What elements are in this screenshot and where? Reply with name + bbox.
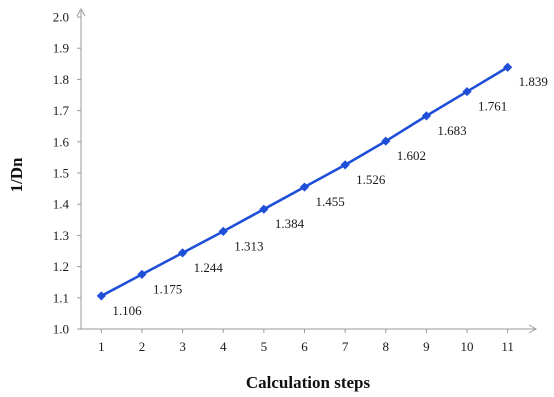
x-tick-label: 11 xyxy=(501,339,514,354)
data-labels: 1.106 1.175 1.244 1.313 1.384 1.455 1.526 1.602… xyxy=(112,74,548,318)
x-tick-label: 2 xyxy=(139,339,146,354)
y-tick-label: 1.0 xyxy=(53,322,69,337)
data-label: 1.384 xyxy=(275,216,305,231)
x-axis-ticks: 1 2 3 4 5 6 7 8 9 10 11 xyxy=(98,329,514,354)
data-point-marker xyxy=(381,136,391,146)
data-label: 1.602 xyxy=(397,148,426,163)
data-point-marker xyxy=(340,160,350,170)
data-point-marker xyxy=(503,62,513,72)
data-point-marker xyxy=(137,269,147,279)
data-label: 1.313 xyxy=(234,238,263,253)
data-label: 1.839 xyxy=(519,74,548,89)
data-label: 1.683 xyxy=(437,123,466,138)
x-tick-label: 1 xyxy=(98,339,105,354)
data-point-marker xyxy=(96,291,106,301)
data-point-marker xyxy=(259,204,269,214)
data-label: 1.244 xyxy=(194,260,224,275)
y-tick-label: 1.5 xyxy=(53,166,69,181)
x-tick-label: 5 xyxy=(261,339,268,354)
data-point-marker xyxy=(218,226,228,236)
y-tick-label: 1.8 xyxy=(53,72,69,87)
y-tick-label: 1.3 xyxy=(53,228,69,243)
data-point-marker xyxy=(177,248,188,258)
y-tick-label: 1.9 xyxy=(53,41,69,56)
data-label: 1.455 xyxy=(316,194,345,209)
x-tick-label: 9 xyxy=(423,339,430,354)
series-line xyxy=(100,66,509,298)
data-label: 1.175 xyxy=(153,281,182,296)
y-tick-label: 1.4 xyxy=(53,197,70,212)
data-label: 1.526 xyxy=(356,172,386,187)
y-tick-label: 1.2 xyxy=(53,259,69,274)
data-label: 1.761 xyxy=(478,99,507,114)
x-axis-title: Calculation steps xyxy=(246,373,371,392)
x-tick-label: 8 xyxy=(383,339,390,354)
data-point-marker xyxy=(421,111,432,121)
x-axis-arrow xyxy=(528,324,538,334)
data-point-marker xyxy=(299,182,310,192)
y-tick-label: 1.1 xyxy=(53,290,69,305)
y-axis-ticks: 1.0 1.1 1.2 1.3 1.4 1.5 1.6 1.7 1.8 1.9 2.0 xyxy=(53,10,81,337)
y-tick-label: 2.0 xyxy=(53,10,69,25)
x-tick-label: 10 xyxy=(461,339,474,354)
x-tick-label: 7 xyxy=(342,339,349,354)
series-layer xyxy=(96,62,513,301)
x-tick-label: 4 xyxy=(220,339,227,354)
y-axis-arrow xyxy=(76,7,86,17)
x-tick-label: 3 xyxy=(179,339,186,354)
y-tick-label: 1.7 xyxy=(53,103,70,118)
x-tick-label: 6 xyxy=(301,339,308,354)
y-tick-label: 1.6 xyxy=(53,134,70,149)
axes xyxy=(76,7,538,334)
data-label: 1.106 xyxy=(112,303,142,318)
data-point-marker xyxy=(462,86,472,97)
y-axis-title: 1/Dn xyxy=(7,157,26,193)
